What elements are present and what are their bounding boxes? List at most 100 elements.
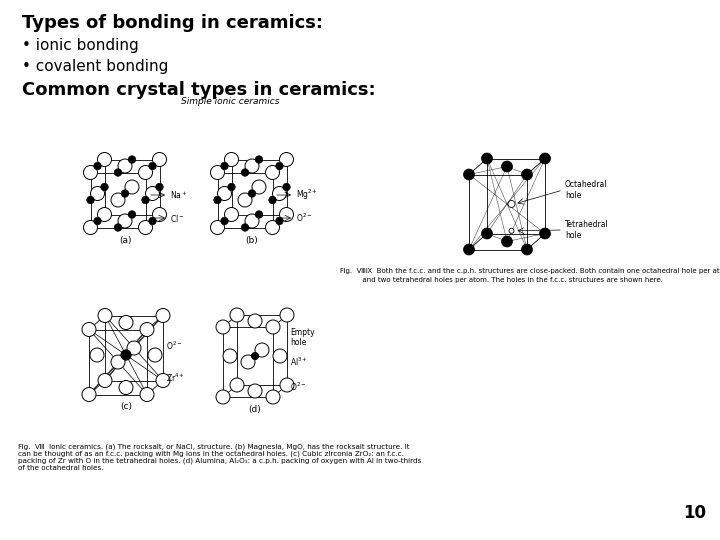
Text: Fig.  ⅧⅨ  Both the f.c.c. and the c.p.h. structures are close-packed. Both conta: Fig. ⅧⅨ Both the f.c.c. and the c.p.h. s… bbox=[340, 268, 720, 274]
Circle shape bbox=[269, 196, 276, 204]
Circle shape bbox=[153, 207, 166, 221]
Text: (a): (a) bbox=[119, 235, 131, 245]
Circle shape bbox=[118, 159, 132, 173]
Text: Na$^+$: Na$^+$ bbox=[170, 189, 187, 201]
Circle shape bbox=[539, 153, 551, 164]
Circle shape bbox=[238, 193, 252, 207]
Text: Types of bonding in ceramics:: Types of bonding in ceramics: bbox=[22, 14, 323, 32]
Circle shape bbox=[251, 353, 258, 360]
Circle shape bbox=[502, 236, 513, 247]
Circle shape bbox=[225, 152, 238, 166]
Circle shape bbox=[216, 390, 230, 404]
Circle shape bbox=[97, 152, 112, 166]
Circle shape bbox=[280, 308, 294, 322]
Circle shape bbox=[94, 217, 102, 225]
Text: (c): (c) bbox=[120, 402, 132, 411]
Circle shape bbox=[482, 153, 492, 164]
Circle shape bbox=[138, 220, 153, 234]
Circle shape bbox=[98, 374, 112, 388]
Text: Al$^{3+}$: Al$^{3+}$ bbox=[290, 356, 308, 368]
Text: O$^{2-}$: O$^{2-}$ bbox=[290, 380, 307, 393]
Text: Zr$^{4+}$: Zr$^{4+}$ bbox=[166, 372, 185, 384]
Circle shape bbox=[255, 343, 269, 357]
Circle shape bbox=[210, 165, 225, 179]
Circle shape bbox=[230, 378, 244, 392]
Circle shape bbox=[90, 348, 104, 362]
Circle shape bbox=[221, 217, 228, 225]
Circle shape bbox=[221, 162, 228, 170]
Circle shape bbox=[539, 228, 551, 239]
Circle shape bbox=[252, 180, 266, 194]
Circle shape bbox=[245, 159, 259, 173]
Circle shape bbox=[156, 308, 170, 322]
Circle shape bbox=[156, 183, 163, 191]
Circle shape bbox=[127, 341, 141, 355]
Circle shape bbox=[148, 348, 162, 362]
Text: O$^{2-}$: O$^{2-}$ bbox=[166, 340, 182, 352]
Circle shape bbox=[121, 350, 131, 360]
Circle shape bbox=[251, 353, 258, 360]
Circle shape bbox=[119, 315, 133, 329]
Text: Common crystal types in ceramics:: Common crystal types in ceramics: bbox=[22, 81, 376, 99]
Circle shape bbox=[210, 220, 225, 234]
Circle shape bbox=[121, 190, 129, 197]
Circle shape bbox=[241, 224, 249, 231]
Text: Simple ionic ceramics: Simple ionic ceramics bbox=[181, 97, 279, 106]
Circle shape bbox=[84, 220, 97, 234]
Text: (d): (d) bbox=[248, 405, 261, 414]
Text: Cl$^-$: Cl$^-$ bbox=[170, 213, 184, 224]
Text: Mg$^{2+}$: Mg$^{2+}$ bbox=[296, 188, 318, 202]
Text: and two tetrahedral holes per atom. The holes in the f.c.c. structures are shown: and two tetrahedral holes per atom. The … bbox=[340, 277, 663, 283]
Circle shape bbox=[153, 152, 166, 166]
Circle shape bbox=[140, 388, 154, 402]
Circle shape bbox=[156, 374, 170, 388]
Circle shape bbox=[266, 320, 280, 334]
Circle shape bbox=[119, 381, 133, 395]
Circle shape bbox=[280, 378, 294, 392]
Circle shape bbox=[217, 186, 232, 200]
Circle shape bbox=[273, 349, 287, 363]
Text: • ionic bonding: • ionic bonding bbox=[22, 38, 139, 53]
Circle shape bbox=[228, 183, 235, 191]
Circle shape bbox=[241, 168, 249, 176]
Circle shape bbox=[248, 314, 262, 328]
Circle shape bbox=[140, 322, 154, 336]
Circle shape bbox=[248, 190, 256, 197]
Text: • covalent bonding: • covalent bonding bbox=[22, 59, 168, 74]
Circle shape bbox=[101, 183, 108, 191]
Circle shape bbox=[276, 162, 283, 170]
Text: 10: 10 bbox=[683, 504, 706, 522]
Circle shape bbox=[214, 196, 221, 204]
Circle shape bbox=[94, 162, 102, 170]
Circle shape bbox=[97, 207, 112, 221]
Circle shape bbox=[266, 390, 280, 404]
Circle shape bbox=[121, 350, 131, 360]
Circle shape bbox=[255, 156, 263, 163]
Circle shape bbox=[111, 193, 125, 207]
Circle shape bbox=[82, 388, 96, 402]
Circle shape bbox=[230, 308, 244, 322]
Circle shape bbox=[86, 196, 94, 204]
Circle shape bbox=[142, 196, 149, 204]
Text: (b): (b) bbox=[246, 235, 258, 245]
Circle shape bbox=[266, 220, 279, 234]
Circle shape bbox=[255, 211, 263, 218]
Text: Empty
hole: Empty hole bbox=[290, 328, 315, 347]
Circle shape bbox=[114, 224, 122, 231]
Circle shape bbox=[272, 186, 287, 200]
Circle shape bbox=[502, 161, 513, 172]
Circle shape bbox=[482, 228, 492, 239]
Circle shape bbox=[276, 217, 283, 225]
Circle shape bbox=[118, 214, 132, 228]
Circle shape bbox=[225, 207, 238, 221]
Text: O$^{2-}$: O$^{2-}$ bbox=[296, 212, 312, 224]
Circle shape bbox=[508, 200, 515, 207]
Circle shape bbox=[149, 162, 156, 170]
Circle shape bbox=[248, 384, 262, 398]
Circle shape bbox=[121, 350, 131, 360]
Text: Fig.  Ⅷ  Ionic ceramics. (a) The rocksalt, or NaCl, structure. (b) Magnesia, MgO: Fig. Ⅷ Ionic ceramics. (a) The rocksalt,… bbox=[18, 443, 421, 471]
Circle shape bbox=[111, 355, 125, 369]
Circle shape bbox=[509, 228, 514, 233]
Circle shape bbox=[128, 156, 136, 163]
Circle shape bbox=[283, 183, 290, 191]
